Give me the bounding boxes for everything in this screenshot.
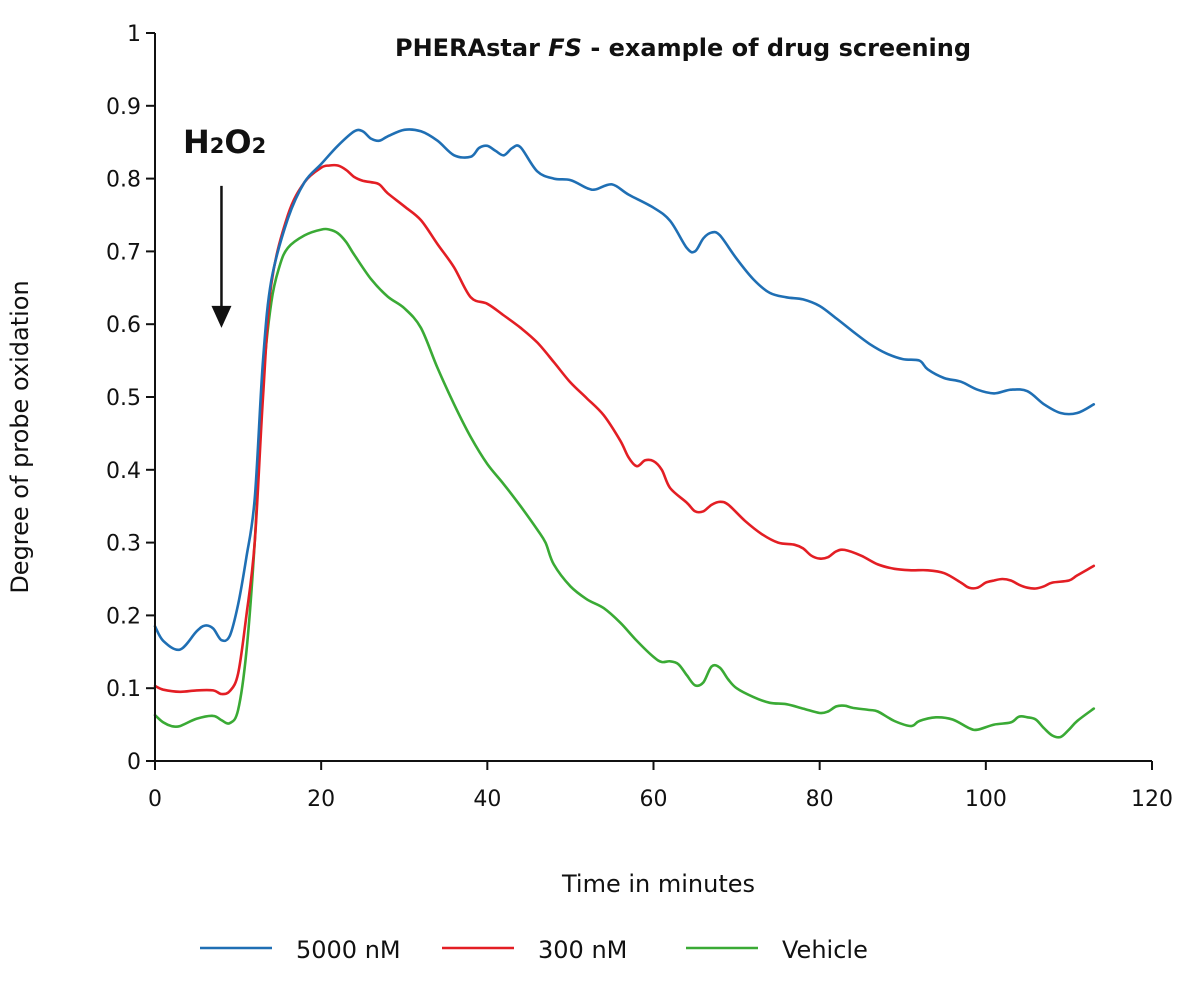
y-axis-ticks: 0 0.1 0.2 0.3 0.4 0.5 0.6 0.7 0.8 0.9 1	[106, 22, 155, 775]
x-tick-label: 20	[307, 787, 335, 812]
series-line-300-nm	[153, 163, 1096, 696]
x-axis-ticks: 0 20 40 60 80 100 120	[148, 761, 1173, 812]
chart-title-suffix: - example of drug screening	[582, 34, 971, 62]
legend-label-vehicle: Vehicle	[782, 936, 868, 964]
series-line-5000-nm	[153, 128, 1096, 652]
chart-title-prefix: PHERAstar	[395, 34, 548, 62]
x-tick-label: 0	[148, 787, 162, 812]
y-tick-label: 0.6	[106, 313, 141, 338]
x-tick-label: 100	[965, 787, 1007, 812]
y-tick-label: 0.9	[106, 95, 141, 120]
x-tick-label: 40	[473, 787, 501, 812]
series-line-vehicle	[153, 227, 1096, 739]
y-tick-label: 0.4	[106, 459, 141, 484]
x-axis-label: Time in minutes	[561, 870, 755, 898]
h2o2-arrow-head	[211, 305, 232, 328]
y-tick-label: 0.5	[106, 386, 141, 411]
y-tick-label: 0.3	[106, 532, 141, 557]
chart-legend: 5000 nM 300 nM Vehicle	[200, 936, 868, 964]
y-tick-label: 0	[127, 750, 141, 775]
y-tick-label: 0.7	[106, 240, 141, 265]
legend-label-300-nm: 300 nM	[538, 936, 627, 964]
chart-title-italic: FS	[548, 34, 582, 62]
x-tick-label: 80	[806, 787, 834, 812]
y-tick-label: 0.2	[106, 604, 141, 629]
y-tick-label: 0.8	[106, 168, 141, 193]
y-tick-label: 0.1	[106, 677, 141, 702]
legend-label-5000-nm: 5000 nM	[296, 936, 401, 964]
series-group	[153, 128, 1096, 739]
chart-title: PHERAstar FS - example of drug screening	[395, 34, 971, 62]
x-tick-label: 120	[1131, 787, 1173, 812]
y-axis-label: Degree of probe oxidation	[6, 280, 34, 593]
y-tick-label: 1	[127, 22, 141, 47]
h2o2-annotation-label: H2O2	[183, 123, 266, 161]
x-tick-label: 60	[640, 787, 668, 812]
